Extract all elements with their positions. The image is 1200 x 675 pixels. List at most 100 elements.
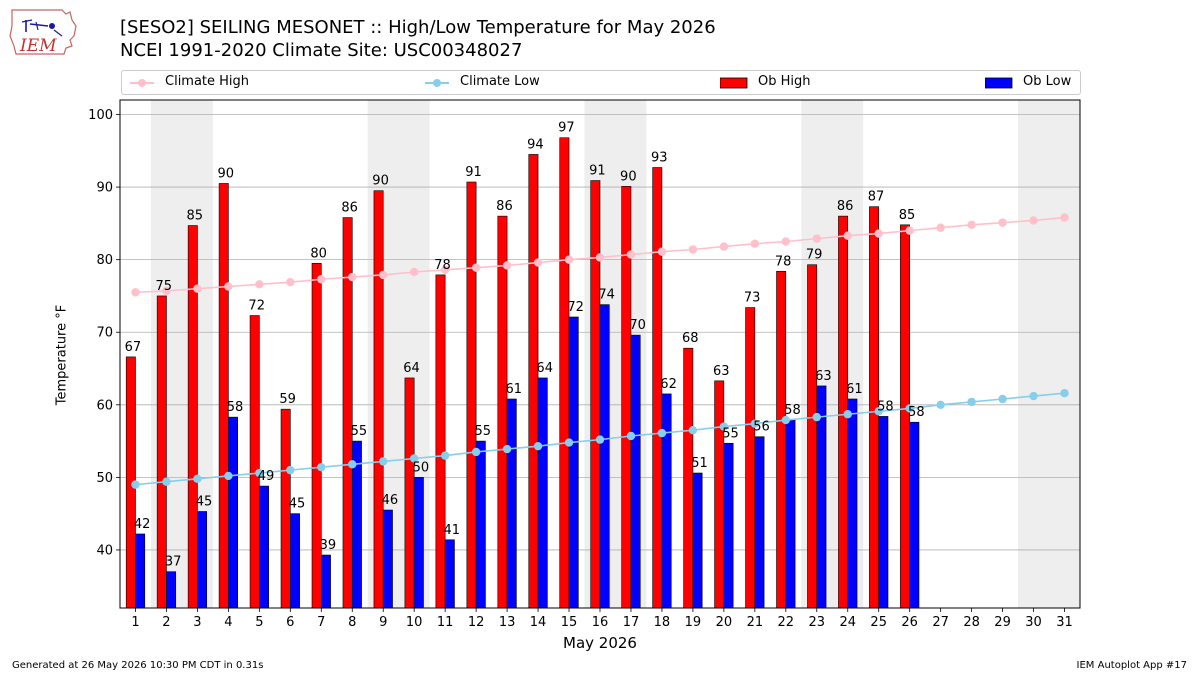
ob-high-label-8: 86 bbox=[341, 201, 358, 216]
climate-high-point-18 bbox=[657, 247, 667, 256]
chart-title: [SESO2] SEILING MESONET :: High/Low Temp… bbox=[120, 17, 716, 38]
ob-high-bar-14 bbox=[528, 154, 539, 609]
ob-low-label-26: 58 bbox=[908, 405, 925, 420]
ob-low-label-2: 37 bbox=[165, 555, 182, 570]
climate-low-line-marker bbox=[425, 79, 449, 87]
ob-low-label-16: 74 bbox=[598, 288, 615, 303]
x-tick-label-11: 11 bbox=[437, 615, 454, 630]
legend-label-ob-high: Ob High bbox=[758, 74, 811, 89]
weekend-shade-4 bbox=[1018, 100, 1080, 608]
climate-high-point-29 bbox=[998, 218, 1007, 227]
ob-high-bar-16 bbox=[590, 180, 601, 609]
x-tick-label-25: 25 bbox=[870, 615, 887, 630]
ob-low-label-3: 45 bbox=[196, 494, 213, 509]
ob-low-bar-24 bbox=[847, 398, 858, 609]
ob-low-bar-5 bbox=[259, 485, 269, 609]
ob-low-bar-14 bbox=[537, 377, 548, 609]
x-tick-label-6: 6 bbox=[286, 615, 294, 630]
climate-high-point-10 bbox=[409, 267, 419, 277]
x-tick-label-23: 23 bbox=[809, 615, 826, 630]
chart-subtitle: NCEI 1991-2020 Climate Site: USC00348027 bbox=[120, 40, 523, 61]
y-tick-label-40: 40 bbox=[96, 543, 113, 558]
x-tick-label-20: 20 bbox=[716, 615, 733, 630]
climate-low-point-15 bbox=[564, 438, 574, 447]
climate-low-point-7 bbox=[317, 463, 326, 472]
ob-low-bar-16 bbox=[599, 304, 610, 609]
ob-high-bar-13 bbox=[497, 215, 508, 609]
ob-high-label-16: 91 bbox=[589, 164, 606, 179]
ob-low-bar-25 bbox=[878, 416, 889, 609]
app-credit: IEM Autoplot App #17 bbox=[1076, 660, 1187, 671]
ob-low-bar-3 bbox=[197, 511, 208, 609]
climate-low-point-10 bbox=[409, 454, 419, 463]
ob-high-label-10: 64 bbox=[403, 361, 420, 376]
ob-low-bar-2 bbox=[166, 571, 177, 609]
climate-high-point-16 bbox=[595, 253, 605, 262]
climate-low-point-25 bbox=[874, 407, 883, 416]
x-tick-label-15: 15 bbox=[561, 615, 578, 630]
climate-low-point-23 bbox=[812, 412, 821, 422]
x-tick-label-17: 17 bbox=[623, 615, 640, 630]
climate-high-point-4 bbox=[224, 282, 233, 291]
climate-low-point-22 bbox=[781, 415, 791, 425]
ob-low-bar-7 bbox=[320, 554, 331, 609]
ob-low-label-19: 51 bbox=[691, 456, 708, 471]
ob-low-label-9: 46 bbox=[382, 493, 399, 508]
climate-low-point-1 bbox=[131, 480, 140, 489]
climate-low-point-28 bbox=[967, 397, 976, 407]
x-tick-label-24: 24 bbox=[839, 615, 856, 630]
climate-high-point-22 bbox=[781, 237, 791, 246]
climate-high-point-23 bbox=[812, 234, 821, 243]
climate-high-point-9 bbox=[379, 270, 388, 280]
ob-low-label-11: 41 bbox=[444, 523, 461, 538]
ob-low-label-23: 63 bbox=[815, 369, 832, 384]
ob-high-bar-4 bbox=[218, 183, 229, 609]
ob-low-label-1: 42 bbox=[134, 517, 151, 532]
climate-high-point-24 bbox=[843, 231, 852, 240]
ob-high-label-9: 90 bbox=[372, 174, 389, 189]
ob-high-bar-10 bbox=[404, 377, 415, 609]
climate-high-point-17 bbox=[626, 250, 636, 259]
ob-low-label-8: 55 bbox=[351, 424, 368, 439]
x-tick-label-31: 31 bbox=[1056, 615, 1073, 630]
ob-high-label-6: 59 bbox=[279, 392, 296, 407]
ob-low-label-20: 55 bbox=[722, 426, 739, 441]
climate-high-point-31 bbox=[1060, 213, 1069, 222]
x-tick-label-13: 13 bbox=[499, 615, 516, 630]
x-tick-label-4: 4 bbox=[224, 615, 232, 630]
x-tick-label-14: 14 bbox=[530, 615, 547, 630]
ob-low-swatch bbox=[985, 77, 1013, 89]
ob-high-label-22: 78 bbox=[775, 254, 792, 269]
y-tick-label-70: 70 bbox=[96, 326, 113, 341]
climate-high-point-30 bbox=[1029, 216, 1038, 225]
climate-low-point-12 bbox=[471, 447, 481, 457]
ob-low-bar-19 bbox=[692, 472, 703, 609]
ob-low-bar-12 bbox=[475, 440, 486, 609]
ob-high-swatch bbox=[720, 77, 748, 89]
ob-high-label-11: 78 bbox=[434, 258, 451, 273]
ob-high-label-1: 67 bbox=[125, 340, 142, 355]
ob-high-bar-3 bbox=[187, 225, 198, 609]
climate-low-point-17 bbox=[626, 431, 636, 441]
climate-high-point-12 bbox=[471, 263, 481, 272]
climate-high-point-1 bbox=[131, 288, 140, 297]
ob-high-bar-23 bbox=[807, 264, 818, 609]
ob-low-bar-20 bbox=[723, 442, 734, 609]
climate-low-point-30 bbox=[1029, 391, 1038, 401]
x-tick-label-29: 29 bbox=[994, 615, 1011, 630]
ob-low-bar-21 bbox=[754, 436, 765, 609]
y-tick-label-100: 100 bbox=[88, 108, 113, 123]
climate-low-point-26 bbox=[905, 404, 914, 413]
climate-low-point-9 bbox=[379, 457, 388, 466]
y-tick-label-60: 60 bbox=[96, 398, 113, 413]
generated-timestamp: Generated at 26 May 2026 10:30 PM CDT in… bbox=[12, 660, 264, 671]
climate-high-point-2 bbox=[162, 286, 171, 296]
ob-high-label-4: 90 bbox=[217, 166, 234, 181]
ob-low-label-4: 58 bbox=[227, 400, 244, 415]
y-tick-label-50: 50 bbox=[96, 471, 113, 486]
ob-low-bar-17 bbox=[630, 334, 641, 609]
legend-label-climate-low: Climate Low bbox=[460, 74, 540, 89]
x-tick-label-19: 19 bbox=[685, 615, 702, 630]
ob-high-label-26: 85 bbox=[899, 208, 916, 223]
